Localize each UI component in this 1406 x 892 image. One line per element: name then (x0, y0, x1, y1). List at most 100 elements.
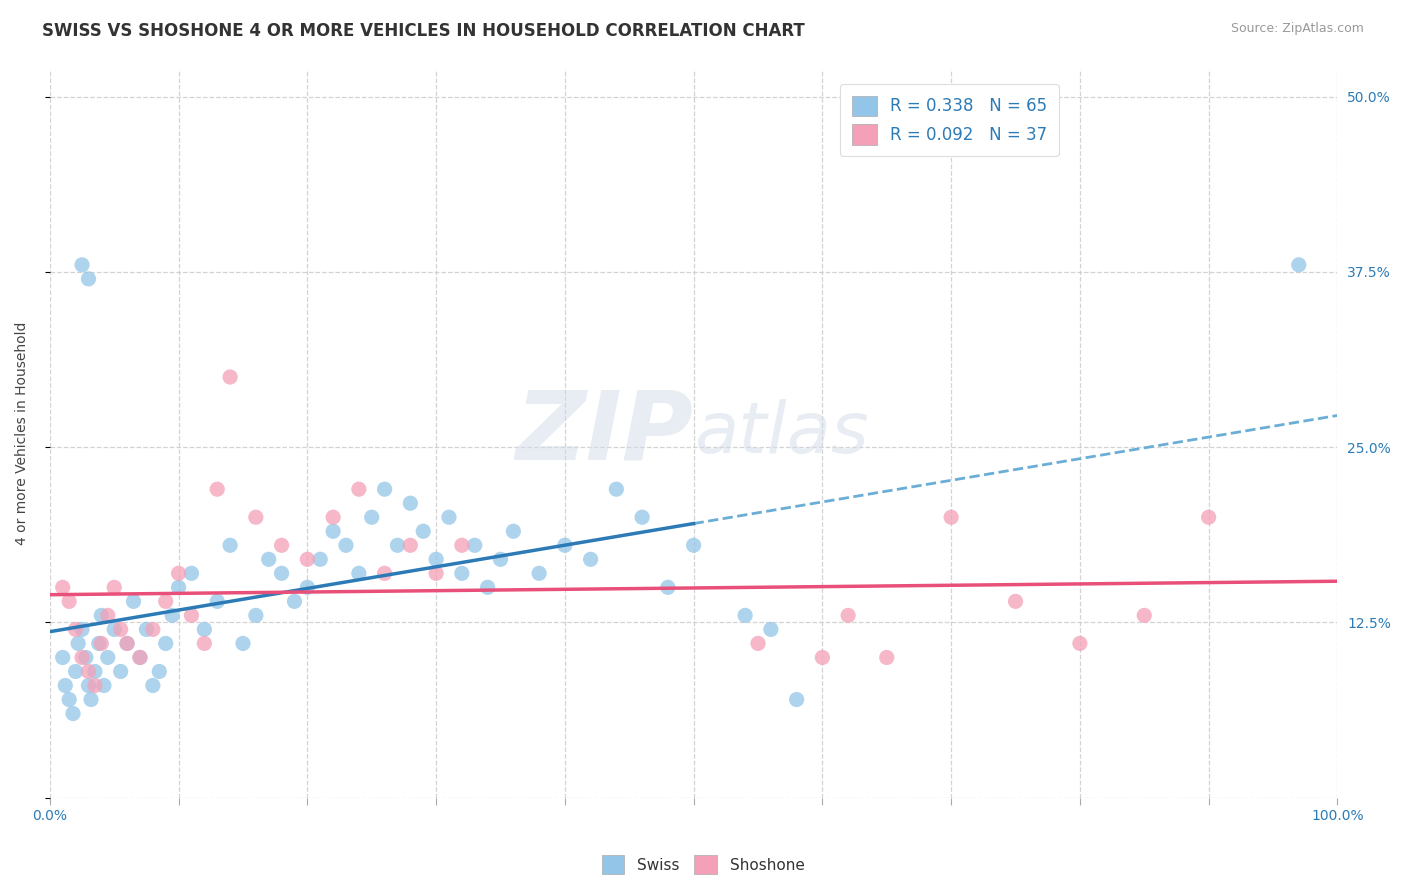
Point (425, 566, 447, 581)
Point (70, 650, 93, 665)
Point (193, 623, 215, 637)
Point (837, 608, 859, 623)
Point (205, 482, 228, 496)
Point (759, 623, 782, 637)
Point (734, 608, 756, 623)
Point (322, 510, 344, 524)
Point (97, 650, 120, 665)
Y-axis label: 4 or more Vehicles in Household: 4 or more Vehicles in Household (15, 321, 30, 545)
Point (93, 678, 115, 692)
Point (115, 636, 138, 650)
Point (65, 665, 87, 679)
Point (83, 678, 105, 692)
Point (631, 510, 654, 524)
Point (77, 272, 100, 286)
Point (193, 636, 215, 650)
Point (219, 370, 242, 384)
Point (142, 678, 165, 692)
Point (70, 258, 93, 272)
Point (90, 608, 112, 623)
Point (122, 594, 145, 608)
Point (450, 538, 472, 552)
Point (80, 692, 103, 706)
Point (1288, 258, 1310, 272)
Point (155, 594, 177, 608)
Point (58, 594, 80, 608)
Point (527, 566, 550, 581)
Point (129, 650, 152, 665)
Point (257, 552, 280, 566)
Point (297, 552, 319, 566)
Point (270, 566, 292, 581)
Point (70, 623, 93, 637)
Point (682, 538, 704, 552)
Point (554, 538, 576, 552)
Point (399, 538, 422, 552)
Point (425, 552, 447, 566)
Point (205, 594, 228, 608)
Point (579, 552, 602, 566)
Point (90, 636, 112, 650)
Point (489, 552, 512, 566)
Point (786, 692, 808, 706)
Point (142, 623, 165, 637)
Point (374, 482, 396, 496)
Point (110, 623, 132, 637)
Point (939, 510, 962, 524)
Point (97, 608, 120, 623)
Point (283, 594, 305, 608)
Point (270, 538, 292, 552)
Point (374, 566, 396, 581)
Point (309, 552, 332, 566)
Point (437, 510, 460, 524)
Point (52, 580, 75, 594)
Point (232, 636, 254, 650)
Point (58, 692, 80, 706)
Point (53, 678, 76, 692)
Point (387, 538, 409, 552)
Point (110, 665, 132, 679)
Legend: Swiss, Shoshone: Swiss, Shoshone (595, 849, 811, 880)
Point (83, 665, 105, 679)
Point (167, 566, 190, 581)
Point (135, 623, 157, 637)
Point (502, 524, 524, 539)
Point (1069, 636, 1091, 650)
Point (103, 580, 125, 594)
Point (876, 650, 898, 665)
Point (155, 636, 177, 650)
Text: SWISS VS SHOSHONE 4 OR MORE VEHICLES IN HOUSEHOLD CORRELATION CHART: SWISS VS SHOSHONE 4 OR MORE VEHICLES IN … (42, 22, 804, 40)
Point (219, 538, 242, 552)
Point (62, 706, 84, 721)
Point (1198, 510, 1220, 524)
Point (67, 636, 90, 650)
Point (65, 623, 87, 637)
Text: atlas: atlas (693, 399, 869, 467)
Point (77, 665, 100, 679)
Point (605, 482, 627, 496)
Legend: R = 0.338   N = 65, R = 0.092   N = 37: R = 0.338 N = 65, R = 0.092 N = 37 (839, 84, 1059, 156)
Point (450, 566, 472, 581)
Point (103, 623, 125, 637)
Point (245, 608, 267, 623)
Point (180, 566, 202, 581)
Point (77, 678, 100, 692)
Point (52, 650, 75, 665)
Point (87, 636, 110, 650)
Point (322, 524, 344, 539)
Point (347, 482, 370, 496)
Point (1133, 608, 1156, 623)
Point (180, 608, 202, 623)
Point (160, 608, 183, 623)
Point (747, 636, 769, 650)
Point (464, 538, 486, 552)
Text: ZIP: ZIP (516, 386, 693, 480)
Point (412, 524, 434, 539)
Point (129, 650, 152, 665)
Point (335, 538, 357, 552)
Point (1004, 594, 1026, 608)
Point (115, 636, 138, 650)
Point (75, 650, 97, 665)
Point (657, 580, 679, 594)
Point (347, 566, 370, 581)
